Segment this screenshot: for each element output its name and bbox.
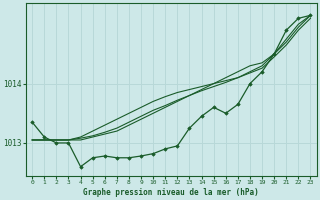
X-axis label: Graphe pression niveau de la mer (hPa): Graphe pression niveau de la mer (hPa) <box>84 188 259 197</box>
